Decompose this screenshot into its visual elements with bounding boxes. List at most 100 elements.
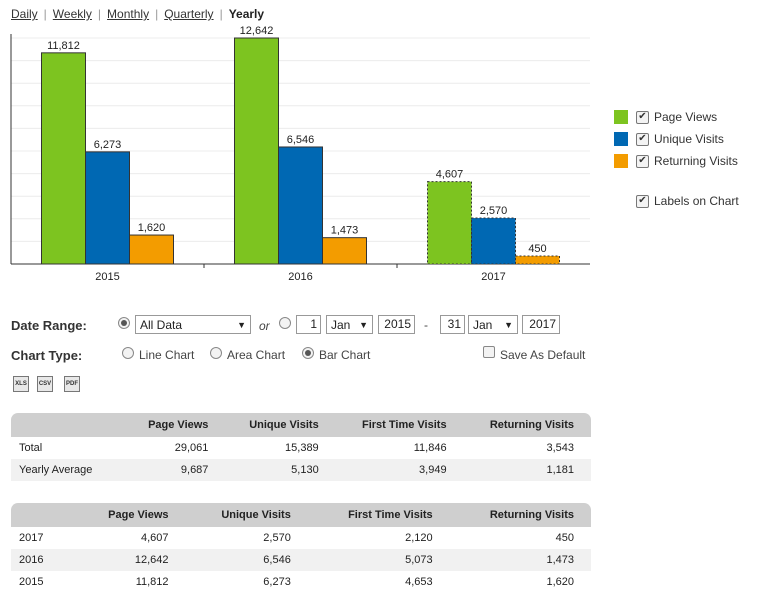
date-range-label: Date Range: bbox=[11, 318, 87, 333]
bar bbox=[234, 37, 279, 265]
legend-label-page-views: Page Views bbox=[654, 110, 718, 124]
summary-header-first-time-visits: First Time Visits bbox=[335, 413, 464, 437]
bar bbox=[427, 181, 472, 265]
from-day-input[interactable]: 1 bbox=[296, 315, 321, 334]
summary-header-blank bbox=[11, 413, 126, 437]
x-tick-label: 2016 bbox=[288, 271, 312, 283]
chevron-down-icon: ▼ bbox=[504, 319, 513, 330]
labels-on-chart-label: Labels on Chart bbox=[654, 194, 739, 208]
to-month-select[interactable]: Jan ▼ bbox=[468, 315, 518, 334]
yearly-header-unique-visits: Unique Visits bbox=[185, 503, 308, 527]
legend-label-returning-visits: Returning Visits bbox=[654, 154, 738, 168]
yearly-header-row: Page Views Unique Visits First Time Visi… bbox=[11, 503, 591, 527]
area-chart-radio[interactable] bbox=[210, 347, 222, 359]
table-cell: 2015 bbox=[19, 576, 44, 588]
bar-chart: 11,812 6,273 1,620 2015 12,642 6,546 1,473 2016… bbox=[10, 26, 590, 283]
legend-label-unique-visits: Unique Visits bbox=[654, 132, 724, 146]
data-label: 1,473 bbox=[331, 225, 359, 237]
data-label: 2,570 bbox=[480, 205, 508, 217]
legend-checkbox-unique-visits[interactable]: ✔ bbox=[636, 132, 649, 146]
table-cell: 4,607 bbox=[140, 532, 169, 544]
legend-item-returning-visits: ✔ Returning Visits bbox=[614, 150, 739, 172]
from-month-select[interactable]: Jan ▼ bbox=[326, 315, 373, 334]
table-row: 2017 4,607 2,570 2,120 450 bbox=[11, 527, 591, 549]
data-label: 4,607 bbox=[436, 169, 464, 181]
nav-monthly[interactable]: Monthly bbox=[107, 7, 150, 21]
chevron-down-icon: ▼ bbox=[359, 319, 368, 330]
nav-daily[interactable]: Daily bbox=[11, 7, 38, 21]
save-default-checkbox[interactable] bbox=[483, 346, 495, 358]
bar bbox=[41, 52, 86, 265]
x-tick-label: 2015 bbox=[95, 271, 119, 283]
pdf-export-icon[interactable]: PDF bbox=[64, 376, 80, 392]
period-nav: Daily | Weekly | Monthly | Quarterly | Yearly bbox=[11, 7, 265, 21]
table-cell: 2016 bbox=[11, 549, 76, 571]
table-cell: 12,642 bbox=[75, 549, 186, 571]
table-cell: 1,620 bbox=[546, 576, 574, 588]
save-default-label: Save As Default bbox=[500, 348, 586, 362]
table-cell: 11,846 bbox=[413, 442, 447, 454]
all-data-radio[interactable] bbox=[118, 317, 130, 329]
table-cell: 2017 bbox=[19, 532, 44, 544]
legend-checkbox-returning-visits[interactable]: ✔ bbox=[636, 154, 649, 168]
table-cell: Total bbox=[19, 442, 43, 454]
or-label: or bbox=[259, 319, 270, 333]
table-row: 2015 11,812 6,273 4,653 1,620 bbox=[11, 571, 591, 593]
table-cell: 3,543 bbox=[546, 442, 574, 454]
table-cell: 15,389 bbox=[285, 442, 319, 454]
yearly-header-first-time-visits: First Time Visits bbox=[307, 503, 450, 527]
line-chart-radio[interactable] bbox=[122, 347, 134, 359]
summary-header-page-views: Page Views bbox=[125, 413, 226, 437]
excel-export-icon[interactable]: XLS bbox=[13, 376, 29, 392]
data-label: 6,546 bbox=[287, 134, 315, 146]
yearly-header-page-views: Page Views bbox=[75, 503, 186, 527]
table-cell: 450 bbox=[555, 532, 574, 544]
chart-legend: ✔ Page Views ✔ Unique Visits ✔ Returning… bbox=[614, 106, 739, 212]
labels-on-chart-checkbox[interactable]: ✔ bbox=[636, 194, 649, 208]
data-label: 1,620 bbox=[138, 222, 166, 234]
data-label: 450 bbox=[528, 243, 546, 255]
csv-export-icon[interactable]: CSV bbox=[37, 376, 53, 392]
to-year-input[interactable]: 2017 bbox=[522, 315, 560, 334]
bar bbox=[471, 217, 516, 265]
bar bbox=[515, 255, 560, 265]
summary-table: Page Views Unique Visits First Time Visi… bbox=[11, 413, 591, 481]
legend-swatch-unique-visits bbox=[614, 132, 628, 146]
table-cell: 9,687 bbox=[125, 459, 226, 481]
range-dash: - bbox=[424, 318, 428, 332]
yearly-header-blank bbox=[11, 503, 76, 527]
to-month-value: Jan bbox=[473, 317, 493, 332]
table-cell: 6,273 bbox=[263, 576, 291, 588]
all-data-select-value: All Data bbox=[140, 317, 183, 332]
bar-chart-label: Bar Chart bbox=[319, 348, 371, 362]
summary-header-row: Page Views Unique Visits First Time Visi… bbox=[11, 413, 591, 437]
data-label: 11,812 bbox=[47, 40, 80, 52]
from-year-input[interactable]: 2015 bbox=[378, 315, 415, 334]
custom-range-radio[interactable] bbox=[279, 317, 291, 329]
table-cell: Yearly Average bbox=[11, 459, 126, 481]
table-cell: 5,130 bbox=[225, 459, 336, 481]
nav-yearly-active: Yearly bbox=[228, 7, 265, 21]
table-cell: 1,473 bbox=[449, 549, 591, 571]
legend-item-unique-visits: ✔ Unique Visits bbox=[614, 128, 739, 150]
bar bbox=[85, 151, 130, 265]
table-cell: 6,546 bbox=[185, 549, 308, 571]
data-label: 12,642 bbox=[240, 26, 274, 37]
all-data-select[interactable]: All Data ▼ bbox=[135, 315, 251, 334]
bar-chart-radio[interactable] bbox=[302, 347, 314, 359]
chevron-down-icon: ▼ bbox=[237, 319, 246, 330]
to-day-input[interactable]: 31 bbox=[440, 315, 465, 334]
legend-item-page-views: ✔ Page Views bbox=[614, 106, 739, 128]
table-cell: 11,812 bbox=[135, 576, 169, 588]
labels-on-chart-option: ✔ Labels on Chart bbox=[614, 190, 739, 212]
table-row: Yearly Average 9,687 5,130 3,949 1,181 bbox=[11, 459, 591, 481]
table-cell: 2,570 bbox=[263, 532, 291, 544]
summary-header-returning-visits: Returning Visits bbox=[463, 413, 591, 437]
from-month-value: Jan bbox=[331, 317, 351, 332]
nav-quarterly[interactable]: Quarterly bbox=[164, 7, 214, 21]
table-row: 2016 12,642 6,546 5,073 1,473 bbox=[11, 549, 591, 571]
nav-weekly[interactable]: Weekly bbox=[52, 7, 92, 21]
table-cell: 1,181 bbox=[463, 459, 591, 481]
legend-checkbox-page-views[interactable]: ✔ bbox=[636, 110, 649, 124]
table-cell: 5,073 bbox=[307, 549, 450, 571]
